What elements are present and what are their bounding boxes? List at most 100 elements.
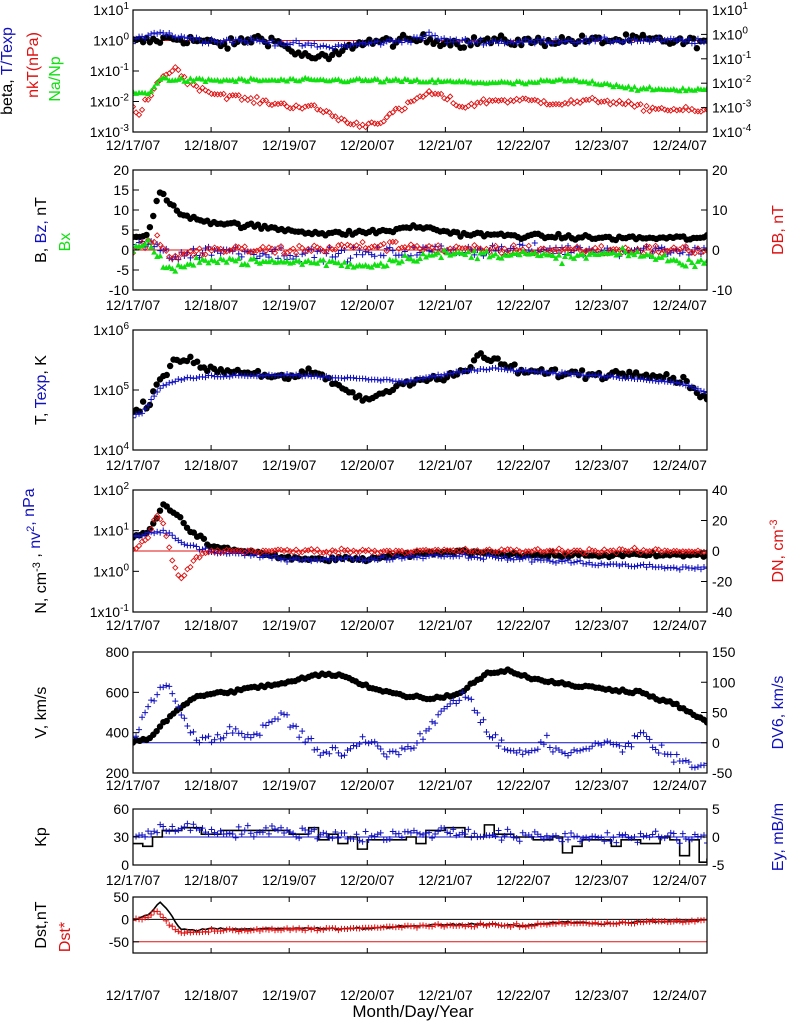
tick-label: 15 <box>113 182 129 198</box>
data-point <box>392 238 399 246</box>
y-axis-label-left: N, cm-3 , nv2, nPa <box>21 488 50 613</box>
data-point <box>341 752 348 759</box>
data-point <box>157 529 164 536</box>
data-point <box>646 83 653 90</box>
data-point <box>413 242 421 250</box>
data-point <box>368 555 375 562</box>
data-point <box>568 749 575 756</box>
data-point <box>362 262 369 268</box>
data-point <box>223 259 230 265</box>
data-point <box>589 743 596 750</box>
data-point <box>546 744 553 751</box>
data-point <box>365 836 372 843</box>
data-point <box>429 718 436 725</box>
data-point <box>432 373 439 380</box>
data-point <box>568 371 575 378</box>
data-point <box>643 102 650 110</box>
data-point <box>286 247 294 254</box>
series-na-np <box>133 74 707 97</box>
x-tick-label: 12/22/07 <box>496 297 551 313</box>
data-point <box>573 243 581 251</box>
data-point <box>175 703 182 710</box>
data-point <box>380 252 387 259</box>
data-point <box>196 245 203 252</box>
data-point <box>441 35 448 42</box>
data-point <box>317 926 324 933</box>
data-point <box>616 250 623 257</box>
data-point <box>184 35 191 42</box>
data-point <box>634 562 641 569</box>
data-point <box>494 355 501 362</box>
x-tick-label: 12/18/07 <box>184 617 239 633</box>
data-point <box>625 83 632 89</box>
series-nv2 <box>133 527 707 573</box>
x-tick-label: 12/20/07 <box>340 137 395 153</box>
data-point <box>555 371 562 378</box>
data-point <box>287 829 294 836</box>
data-point <box>175 66 182 74</box>
data-point <box>546 557 553 564</box>
data-point <box>552 244 559 251</box>
data-point <box>323 248 330 255</box>
data-point <box>138 106 146 113</box>
data-point <box>434 242 442 249</box>
data-point <box>441 371 448 378</box>
data-point <box>643 85 650 92</box>
data-point <box>679 85 686 91</box>
data-point <box>299 251 306 258</box>
data-point <box>199 76 206 82</box>
data-point <box>694 763 701 770</box>
data-point <box>145 828 152 835</box>
data-point <box>528 833 535 840</box>
data-point <box>504 557 511 563</box>
data-point <box>338 262 345 268</box>
data-point <box>305 257 312 264</box>
data-point <box>341 259 348 265</box>
data-point <box>480 716 487 723</box>
data-point <box>314 373 321 380</box>
tick-label: 20 <box>712 513 728 529</box>
data-point <box>423 253 430 260</box>
data-point <box>691 831 698 838</box>
data-point <box>271 825 278 832</box>
data-point <box>224 45 231 52</box>
x-tick-label: 12/17/07 <box>106 297 161 313</box>
data-point <box>700 388 707 395</box>
data-point <box>444 703 451 710</box>
data-point <box>344 119 351 127</box>
data-point <box>613 839 620 846</box>
data-point <box>247 95 254 102</box>
data-point <box>356 741 363 748</box>
data-point <box>347 42 354 49</box>
data-point <box>172 268 179 274</box>
y-axis-label-left: T, Texp, K <box>33 355 50 425</box>
data-point <box>356 837 363 844</box>
data-point <box>199 825 206 832</box>
data-point <box>426 29 433 36</box>
data-point <box>552 548 560 556</box>
data-point <box>483 922 490 929</box>
data-point <box>177 514 184 521</box>
data-point <box>432 720 439 727</box>
data-point <box>290 75 297 82</box>
data-point <box>498 837 505 844</box>
data-point <box>643 35 650 42</box>
data-point <box>178 825 185 832</box>
data-point <box>667 378 674 385</box>
data-point <box>670 564 677 571</box>
data-point <box>244 78 251 84</box>
data-point <box>284 77 291 84</box>
data-point <box>700 39 707 46</box>
data-point <box>426 373 433 380</box>
data-point <box>525 554 532 561</box>
data-point <box>513 920 520 927</box>
data-point <box>271 42 278 49</box>
y-axis-label-left: beta, T/Texp <box>0 27 16 115</box>
data-point <box>616 562 623 569</box>
data-point <box>335 927 342 934</box>
data-point <box>610 83 617 90</box>
data-point <box>398 547 406 555</box>
data-point <box>540 835 547 842</box>
data-point <box>317 106 324 114</box>
data-point <box>434 546 442 554</box>
